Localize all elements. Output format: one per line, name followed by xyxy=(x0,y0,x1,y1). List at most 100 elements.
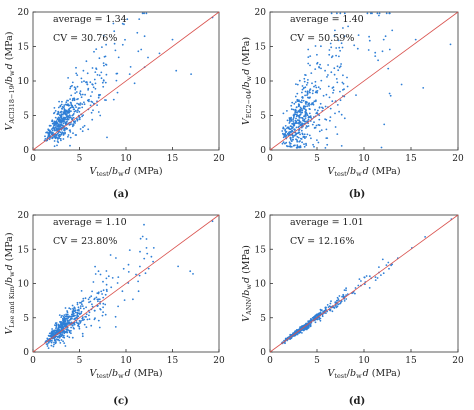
data-point xyxy=(116,282,119,284)
data-point xyxy=(330,12,333,15)
data-point xyxy=(303,143,305,146)
data-point xyxy=(72,123,75,125)
data-point xyxy=(346,85,349,88)
data-point xyxy=(59,131,62,134)
data-point xyxy=(73,110,76,113)
data-point xyxy=(304,117,307,119)
data-point xyxy=(71,81,74,84)
data-point xyxy=(284,342,286,345)
data-point xyxy=(78,327,81,330)
data-point xyxy=(298,331,301,334)
data-point xyxy=(383,123,386,126)
data-point xyxy=(315,112,318,115)
data-point xyxy=(308,91,311,93)
data-point xyxy=(60,103,63,106)
data-point xyxy=(300,129,303,132)
data-point xyxy=(337,298,340,301)
data-point xyxy=(102,289,105,292)
data-point xyxy=(301,325,304,327)
data-point xyxy=(44,135,46,138)
data-point xyxy=(368,287,371,289)
data-point xyxy=(72,114,74,116)
y-axis-label: VACI318−19/bwd (MPa) xyxy=(4,32,16,131)
data-point xyxy=(75,66,77,69)
data-point xyxy=(143,223,145,226)
data-point xyxy=(54,129,56,132)
data-point xyxy=(75,134,78,136)
data-point xyxy=(59,325,62,328)
data-point xyxy=(81,335,84,338)
data-point xyxy=(79,92,81,95)
data-point xyxy=(147,56,149,59)
data-point xyxy=(325,309,327,311)
data-point xyxy=(71,324,74,327)
data-point xyxy=(57,335,60,338)
data-point xyxy=(111,277,114,279)
data-point xyxy=(299,106,302,109)
data-point xyxy=(63,106,65,108)
data-point xyxy=(137,290,140,293)
data-point xyxy=(314,84,317,87)
data-point xyxy=(97,96,100,99)
data-point xyxy=(61,334,64,337)
data-point xyxy=(289,145,292,147)
data-point xyxy=(308,104,310,107)
data-point xyxy=(301,117,304,120)
data-point xyxy=(345,287,347,290)
data-point xyxy=(66,322,69,325)
data-point xyxy=(61,314,63,317)
data-point xyxy=(91,67,94,69)
data-point xyxy=(136,31,139,34)
data-point xyxy=(60,339,63,341)
data-point xyxy=(51,133,53,136)
x-tick-label: 15 xyxy=(405,154,417,164)
data-point xyxy=(85,313,88,316)
data-point xyxy=(98,298,101,301)
data-point xyxy=(318,118,321,121)
data-point xyxy=(311,123,314,126)
data-point xyxy=(95,48,98,50)
data-point xyxy=(58,119,61,121)
data-point xyxy=(339,302,341,305)
data-point xyxy=(336,133,339,136)
y-axis-label: VLee and Kim/bwd (MPa) xyxy=(4,232,16,334)
data-point xyxy=(105,63,107,66)
data-point xyxy=(355,94,357,96)
data-point xyxy=(57,116,60,119)
data-point xyxy=(46,131,49,134)
data-point xyxy=(301,109,304,111)
data-point xyxy=(303,145,306,148)
data-point xyxy=(69,87,71,90)
y-tick-label: 5 xyxy=(23,112,29,122)
data-point xyxy=(48,332,51,335)
data-point xyxy=(371,12,373,15)
data-point xyxy=(105,73,108,76)
data-point xyxy=(46,338,49,340)
data-point xyxy=(342,293,345,296)
data-point xyxy=(140,48,143,51)
data-point xyxy=(336,299,339,302)
data-point xyxy=(288,119,291,121)
y-tick-label: 15 xyxy=(18,43,30,53)
data-point xyxy=(58,135,60,138)
data-point xyxy=(298,129,300,132)
data-point xyxy=(139,265,141,268)
data-point xyxy=(76,102,78,105)
data-point xyxy=(59,332,61,335)
data-point xyxy=(73,306,76,309)
data-point xyxy=(158,52,161,55)
data-point xyxy=(63,323,66,326)
data-point xyxy=(304,110,307,113)
data-point xyxy=(360,280,362,282)
data-point xyxy=(72,116,75,119)
data-point xyxy=(93,78,96,81)
data-point xyxy=(91,91,93,93)
data-point xyxy=(315,99,317,102)
data-point xyxy=(296,135,299,138)
data-point xyxy=(334,29,336,32)
data-point xyxy=(313,145,315,148)
x-tick-label: 0 xyxy=(267,154,273,164)
data-point xyxy=(112,98,115,101)
data-point xyxy=(102,311,104,313)
x-tick-label: 20 xyxy=(452,356,464,366)
